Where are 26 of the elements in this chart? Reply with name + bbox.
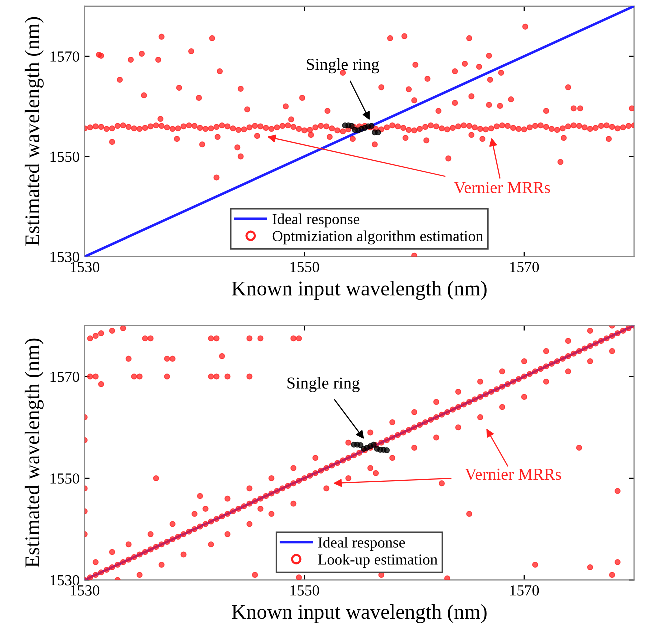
y-tick-label: 1550 [50,474,80,484]
annotation: Vernier MRRs [465,468,562,480]
legend-label: Look-up estimation [318,554,438,568]
x-tick-label: 1550 [290,262,320,272]
legend-label: Ideal response [272,214,360,228]
x-tick-label: 1570 [510,586,540,596]
y-tick-label: 1530 [50,575,80,586]
x-axis-title: Known input wavelength (nm) [232,281,487,300]
y-tick-label: 1530 [50,252,80,262]
y-tick-label: 1550 [50,152,80,162]
y-tick-label: 1570 [50,52,80,62]
point [348,123,355,130]
y-axis-title: Estimated wavelength (nm) [24,338,44,568]
annotation: Single ring [288,377,360,392]
x-tick-label: 1530 [70,586,100,596]
y-tick-label: 1570 [50,372,80,382]
y-axis-title: Estimated wavelength (nm) [24,17,44,246]
x-tick-label: 1530 [70,262,100,272]
x-tick-label: 1550 [290,586,320,596]
legend-label: Ideal response [318,537,406,551]
point [375,130,382,136]
x-tick-label: 1570 [510,262,540,272]
x-axis-title: Known input wavelength (nm) [232,604,487,624]
annotation: Vernier MRRs [454,182,550,194]
legend-label: Optmiziation algorithm estimation [272,230,484,245]
annotation: Single ring [307,58,380,74]
